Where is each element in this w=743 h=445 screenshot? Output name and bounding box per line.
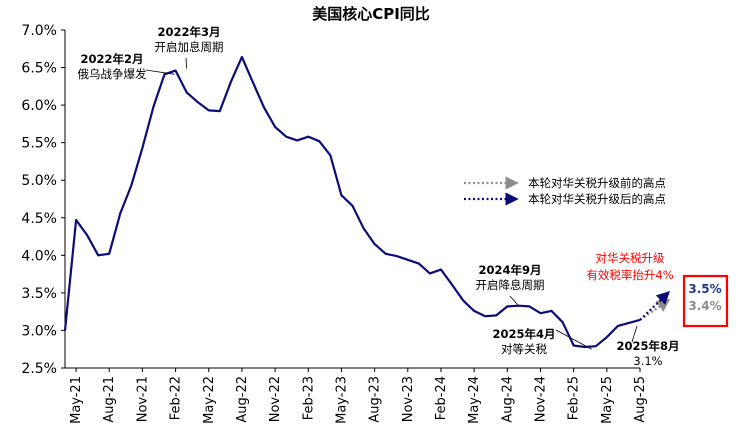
legend-label: 本轮对华关税升级后的高点 <box>528 192 666 206</box>
y-tick-label: 5.5% <box>21 136 57 152</box>
x-tick-label: May-21 <box>69 376 84 424</box>
y-tick-label: 3.0% <box>21 323 57 339</box>
annotation-date: 2022年2月 <box>80 52 143 66</box>
y-tick-label: 6.0% <box>21 98 57 114</box>
annotation-leader-line <box>555 329 592 350</box>
legend-label: 本轮对华关税升级前的高点 <box>528 176 666 190</box>
y-tick-label: 2.5% <box>21 361 57 377</box>
annotation-leader-line <box>631 325 638 343</box>
x-tick-label: Nov-22 <box>268 376 283 422</box>
annotation-leader-line <box>185 57 188 69</box>
red-note: 对华关税升级 有效税率抬升4% <box>586 251 673 282</box>
annotation-event: 3.1% <box>633 354 662 368</box>
end-label-upper: 3.5% <box>688 282 721 296</box>
x-tick-label: May-22 <box>202 376 217 424</box>
end-value-highlight-box <box>682 274 729 328</box>
y-tick-label: 4.5% <box>21 211 57 227</box>
y-tick-label: 7.0% <box>21 23 57 39</box>
x-tick-label: Aug-25 <box>633 376 648 423</box>
annotation-event: 开启加息周期 <box>155 40 224 54</box>
x-tick-label: Aug-22 <box>235 376 250 423</box>
x-tick-label: Feb-25 <box>567 376 582 420</box>
x-tick-label: Nov-24 <box>533 376 548 422</box>
annotation-date: 2022年3月 <box>157 25 220 39</box>
annotation-date: 2025年8月 <box>616 339 679 353</box>
y-tick-label: 3.5% <box>21 286 57 302</box>
x-tick-label: Aug-21 <box>102 376 117 423</box>
x-tick-label: Nov-23 <box>401 376 416 422</box>
annotation-event: 开启降息周期 <box>476 278 545 292</box>
x-tick-label: May-25 <box>600 376 615 424</box>
trend-arrow <box>639 291 671 321</box>
x-tick-label: Feb-24 <box>434 376 449 420</box>
annotation-event: 对等关税 <box>501 342 547 356</box>
x-axis: May-21 Aug-21 Nov-21 Feb-22 May-22 Aug-22 Nov-… <box>65 367 648 424</box>
red-note-line1: 对华关税升级 <box>596 251 665 265</box>
annotation-leader-line <box>145 69 175 75</box>
x-tick-label: May-23 <box>334 376 349 424</box>
annotation-date: 2025年4月 <box>492 327 555 341</box>
x-tick-label: Nov-21 <box>135 376 150 422</box>
y-axis: 7.0% 6.5% 6.0% 5.5% 5.0% 4.5% 4.0% 3.5% 3.0% 2.5% <box>21 23 66 377</box>
x-tick-label: Feb-22 <box>169 376 184 420</box>
red-note-line2: 有效税率抬升4% <box>586 268 673 282</box>
end-label-lower: 3.4% <box>688 299 721 313</box>
trend-arrows <box>639 291 671 321</box>
x-tick-label: Aug-24 <box>500 376 515 423</box>
y-tick-label: 4.0% <box>21 248 57 264</box>
core-cpi-series-line <box>63 55 641 349</box>
chart-title: 美国核心CPI同比 <box>312 5 430 23</box>
annotation-date: 2024年9月 <box>478 263 541 277</box>
annotation-leader-line <box>509 295 519 306</box>
y-tick-label: 6.5% <box>21 61 57 77</box>
x-tick-label: Feb-23 <box>301 376 316 420</box>
x-tick-label: May-24 <box>467 376 482 424</box>
x-tick-label: Aug-23 <box>368 376 383 423</box>
y-tick-label: 5.0% <box>21 173 57 189</box>
annotation-event: 俄乌战争爆发 <box>78 67 147 81</box>
